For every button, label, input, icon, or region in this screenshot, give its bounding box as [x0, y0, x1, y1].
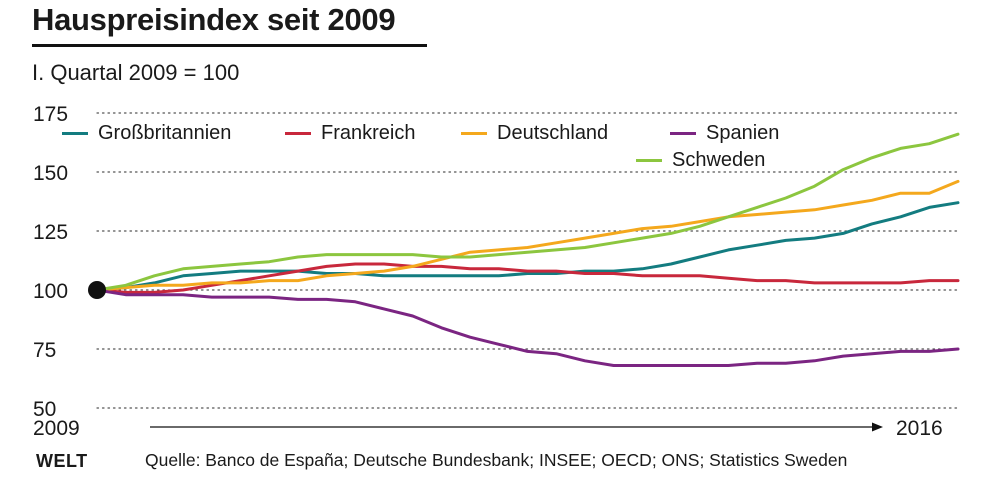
- y-tick-label-75: 75: [33, 339, 56, 362]
- title-underline: [32, 44, 427, 47]
- legend-swatch: [461, 132, 487, 135]
- series-lines: [95, 132, 960, 367]
- legend-label: Großbritannien: [98, 122, 232, 144]
- legend-item-gro-britannien: Großbritannien: [62, 122, 231, 145]
- y-tick-label-150: 150: [33, 162, 68, 185]
- chart-title: Hauspreisindex seit 2009: [32, 2, 396, 37]
- legend-label: Schweden: [672, 149, 766, 171]
- start-point-marker: [88, 281, 106, 299]
- legend-swatch: [636, 159, 662, 162]
- y-tick-labels: 50 75 100 125 150 175: [33, 103, 68, 421]
- series-line-spanien: [95, 288, 960, 367]
- series-line-deutschland: [95, 179, 960, 292]
- series-line-gro-britannien: [95, 201, 960, 292]
- y-tick-label-125: 125: [33, 221, 68, 244]
- legend-item-spanien: Spanien: [670, 122, 779, 145]
- legend-item-deutschland: Deutschland: [461, 122, 608, 145]
- x-axis: 2009 2016: [33, 417, 943, 440]
- legend-item-schweden: Schweden: [636, 149, 765, 172]
- y-tick-label-175: 175: [33, 103, 68, 126]
- source-note: Quelle: Banco de España; Deutsche Bundes…: [145, 450, 848, 470]
- grid-lines: [96, 112, 959, 409]
- legend-swatch: [670, 132, 696, 135]
- series-line-schweden: [95, 132, 960, 292]
- legend-swatch: [285, 132, 311, 135]
- legend-swatch: [62, 132, 88, 135]
- y-tick-label-100: 100: [33, 280, 68, 303]
- legend-label: Deutschland: [497, 122, 609, 144]
- x-axis-arrowhead: [872, 422, 883, 432]
- legend-label: Spanien: [706, 122, 780, 144]
- start-marker: [88, 281, 106, 299]
- y-tick-label-50: 50: [33, 398, 56, 421]
- welt-logo: WELT: [36, 451, 88, 471]
- legend-item-frankreich: Frankreich: [285, 122, 415, 145]
- x-tick-label-start: 2009: [33, 417, 80, 440]
- series-line-frankreich: [95, 262, 960, 294]
- chart-subtitle: I. Quartal 2009 = 100: [32, 60, 240, 85]
- x-tick-label-end: 2016: [896, 417, 943, 440]
- legend-label: Frankreich: [321, 122, 416, 144]
